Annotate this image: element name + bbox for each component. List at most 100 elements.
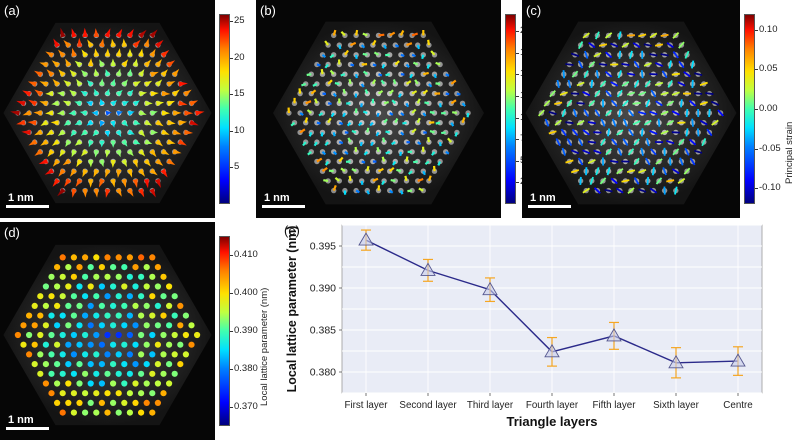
strain-tick — [717, 109, 724, 117]
lattice-parameter-dot — [166, 341, 173, 348]
differential-arrow — [450, 79, 457, 85]
lattice-parameter-dot — [31, 322, 38, 329]
lattice-parameter-dot — [20, 322, 27, 329]
displacement-arrow — [45, 129, 55, 136]
strain-tick — [621, 42, 630, 48]
panel-b-scale-label: 1 nm — [264, 192, 290, 204]
strain-tick — [599, 80, 607, 88]
displacement-arrow — [121, 159, 127, 167]
panel-b-lattice — [273, 21, 484, 205]
strain-tick — [576, 119, 585, 126]
differential-arrow — [344, 49, 349, 56]
displacement-arrow — [39, 81, 49, 87]
lattice-parameter-dot — [126, 293, 133, 300]
differential-arrow — [340, 30, 346, 37]
lattice-parameter-dot — [160, 312, 167, 319]
differential-arrow — [405, 102, 410, 108]
differential-arrow — [332, 29, 337, 36]
lattice-parameter-dot — [110, 399, 117, 406]
displacement-arrow — [133, 119, 141, 125]
lattice-parameter-dot — [42, 380, 50, 387]
displacement-arrow — [105, 69, 111, 77]
differential-arrow — [373, 51, 380, 56]
strain-tick — [566, 138, 573, 147]
lattice-parameter-dot — [26, 351, 33, 358]
differential-arrow — [378, 73, 383, 77]
differential-arrow — [332, 184, 337, 192]
strain-tick — [626, 169, 636, 173]
differential-arrow — [339, 141, 344, 145]
displacement-arrow — [88, 139, 94, 148]
lattice-parameter-dot — [65, 302, 72, 309]
displacement-arrow — [144, 80, 153, 87]
panel-a-scale-label: 1 nm — [8, 192, 34, 204]
differential-arrow — [377, 89, 384, 95]
strain-tick — [593, 187, 601, 194]
displacement-arrow — [93, 28, 99, 38]
strain-tick — [627, 148, 635, 156]
differential-arrow — [355, 189, 360, 194]
differential-arrow — [366, 127, 370, 133]
atom-column — [353, 110, 359, 116]
lattice-parameter-dot — [54, 361, 61, 368]
atom-column — [353, 52, 359, 58]
lattice-parameter-dot — [110, 380, 117, 387]
displacement-arrow — [74, 60, 83, 68]
strain-tick — [621, 63, 630, 66]
panel-c-colorbar-tick: -0.05 — [755, 142, 781, 154]
displacement-arrow — [110, 159, 116, 168]
displacement-arrow — [52, 178, 61, 187]
panel-c-colorbar-tick: 0.10 — [755, 23, 778, 35]
lattice-parameter-dot — [37, 370, 44, 377]
differential-arrow — [421, 54, 425, 60]
lattice-parameter-dot — [76, 322, 83, 329]
panel-e-label: (e) — [284, 223, 300, 238]
differential-arrow — [391, 99, 397, 105]
lattice-parameter-dot — [132, 341, 139, 348]
differential-arrow — [306, 109, 312, 114]
strain-tick — [606, 167, 611, 176]
displacement-arrow — [93, 168, 100, 178]
displacement-arrow — [156, 101, 165, 107]
strain-tick — [587, 140, 596, 144]
displacement-arrow — [127, 48, 133, 57]
displacement-arrow — [121, 119, 129, 127]
displacement-arrow — [27, 81, 37, 87]
strain-tick — [645, 157, 651, 166]
displacement-arrow — [154, 59, 162, 68]
lattice-parameter-dot — [110, 322, 117, 329]
panel-d-colorbar-tick: 0.410 — [230, 249, 258, 260]
lattice-parameter-dot — [37, 331, 44, 339]
differential-arrow — [313, 141, 318, 147]
differential-arrow — [338, 156, 344, 163]
panel-b-image: (b) 1 nm — [256, 0, 501, 218]
strain-tick — [617, 147, 623, 156]
displacement-arrow — [143, 158, 151, 167]
strain-tick — [594, 89, 601, 98]
lattice-parameter-dot — [143, 322, 150, 329]
strain-tick — [649, 130, 658, 135]
differential-arrow — [411, 53, 416, 58]
strain-tick — [537, 109, 545, 117]
displacement-arrow — [56, 110, 65, 116]
triangle-marker — [730, 353, 746, 367]
displacement-arrow — [155, 119, 164, 127]
displacement-arrow — [149, 168, 158, 176]
differential-arrow — [400, 112, 405, 117]
displacement-arrow — [110, 100, 118, 107]
lattice-parameter-dot — [149, 273, 156, 280]
strain-tick — [561, 147, 566, 156]
displacement-arrow — [133, 81, 141, 87]
differential-arrow — [321, 166, 328, 173]
lattice-parameter-dot — [87, 264, 94, 271]
differential-arrow — [416, 117, 421, 124]
panel-a-scale-bar: 1 nm — [6, 192, 49, 208]
lattice-parameter-dot — [154, 399, 161, 406]
displacement-arrow — [121, 38, 127, 47]
strain-tick — [556, 79, 560, 88]
displacement-arrow — [121, 139, 128, 147]
displacement-arrow — [65, 139, 72, 147]
data-point — [544, 336, 560, 367]
displacement-arrow — [99, 78, 105, 86]
differential-arrow — [360, 83, 365, 88]
